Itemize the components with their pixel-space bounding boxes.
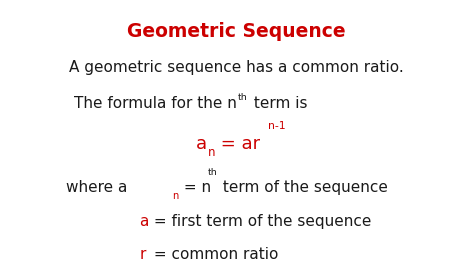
Text: r: r xyxy=(140,247,146,262)
Text: th: th xyxy=(237,93,247,102)
Text: term is: term is xyxy=(249,96,308,111)
Text: th: th xyxy=(208,168,218,176)
Text: = n: = n xyxy=(179,180,211,195)
Text: = common ratio: = common ratio xyxy=(149,247,279,262)
Text: n: n xyxy=(172,191,178,201)
Text: a: a xyxy=(196,135,208,153)
Text: term of the sequence: term of the sequence xyxy=(218,180,387,195)
Text: A geometric sequence has a common ratio.: A geometric sequence has a common ratio. xyxy=(69,60,404,75)
Text: where a: where a xyxy=(66,180,128,195)
Text: The formula for the n: The formula for the n xyxy=(74,96,236,111)
Text: = ar: = ar xyxy=(215,135,260,153)
Text: Geometric Sequence: Geometric Sequence xyxy=(127,22,346,41)
Text: n-1: n-1 xyxy=(268,121,285,131)
Text: a: a xyxy=(140,214,149,229)
Text: = first term of the sequence: = first term of the sequence xyxy=(149,214,371,229)
Text: n: n xyxy=(208,146,216,159)
